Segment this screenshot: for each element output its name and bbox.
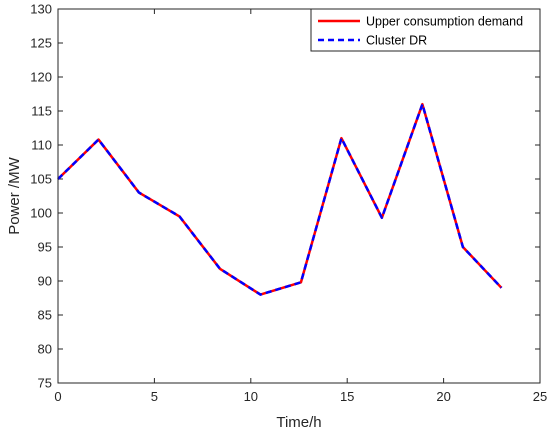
legend-label-cluster-dr: Cluster DR <box>366 34 427 48</box>
x-tick-label: 10 <box>244 389 258 404</box>
series-line-cluster-dr <box>57 102 503 296</box>
y-tick-label: 95 <box>38 240 52 255</box>
plot-frame <box>57 8 541 384</box>
x-tick-label: 0 <box>54 389 61 404</box>
x-tick-label: 15 <box>340 389 354 404</box>
y-tick-label: 110 <box>31 138 52 153</box>
legend-box <box>310 8 541 52</box>
x-tick-label: 20 <box>436 389 450 404</box>
y-tick-label: 115 <box>31 104 52 119</box>
y-tick-label: 120 <box>30 70 52 85</box>
y-tick-label: 85 <box>38 308 52 323</box>
y-tick-label: 80 <box>38 342 52 357</box>
legend-label-upper-consumption-demand: Upper consumption demand <box>366 15 523 29</box>
y-tick-label: 90 <box>38 274 52 289</box>
series-layer <box>57 102 503 296</box>
y-axis-label: Power /MW <box>6 156 23 234</box>
axis-ticks: 0 5 10 15 20 25 75 80 85 90 95 100 105 110 115 120 125 13… <box>30 2 547 405</box>
y-tick-label: 125 <box>30 36 52 51</box>
plot-background <box>58 9 540 383</box>
x-tick-label: 25 <box>533 389 547 404</box>
y-tick-label: 105 <box>30 172 52 187</box>
x-axis-label: Time/h <box>276 414 321 431</box>
y-tick-label: 130 <box>30 2 52 17</box>
y-tick-label: 100 <box>30 206 52 221</box>
legend: Upper consumption demand Cluster DR <box>310 8 541 52</box>
x-tick-label: 5 <box>151 389 158 404</box>
y-tick-label: 75 <box>38 376 52 391</box>
